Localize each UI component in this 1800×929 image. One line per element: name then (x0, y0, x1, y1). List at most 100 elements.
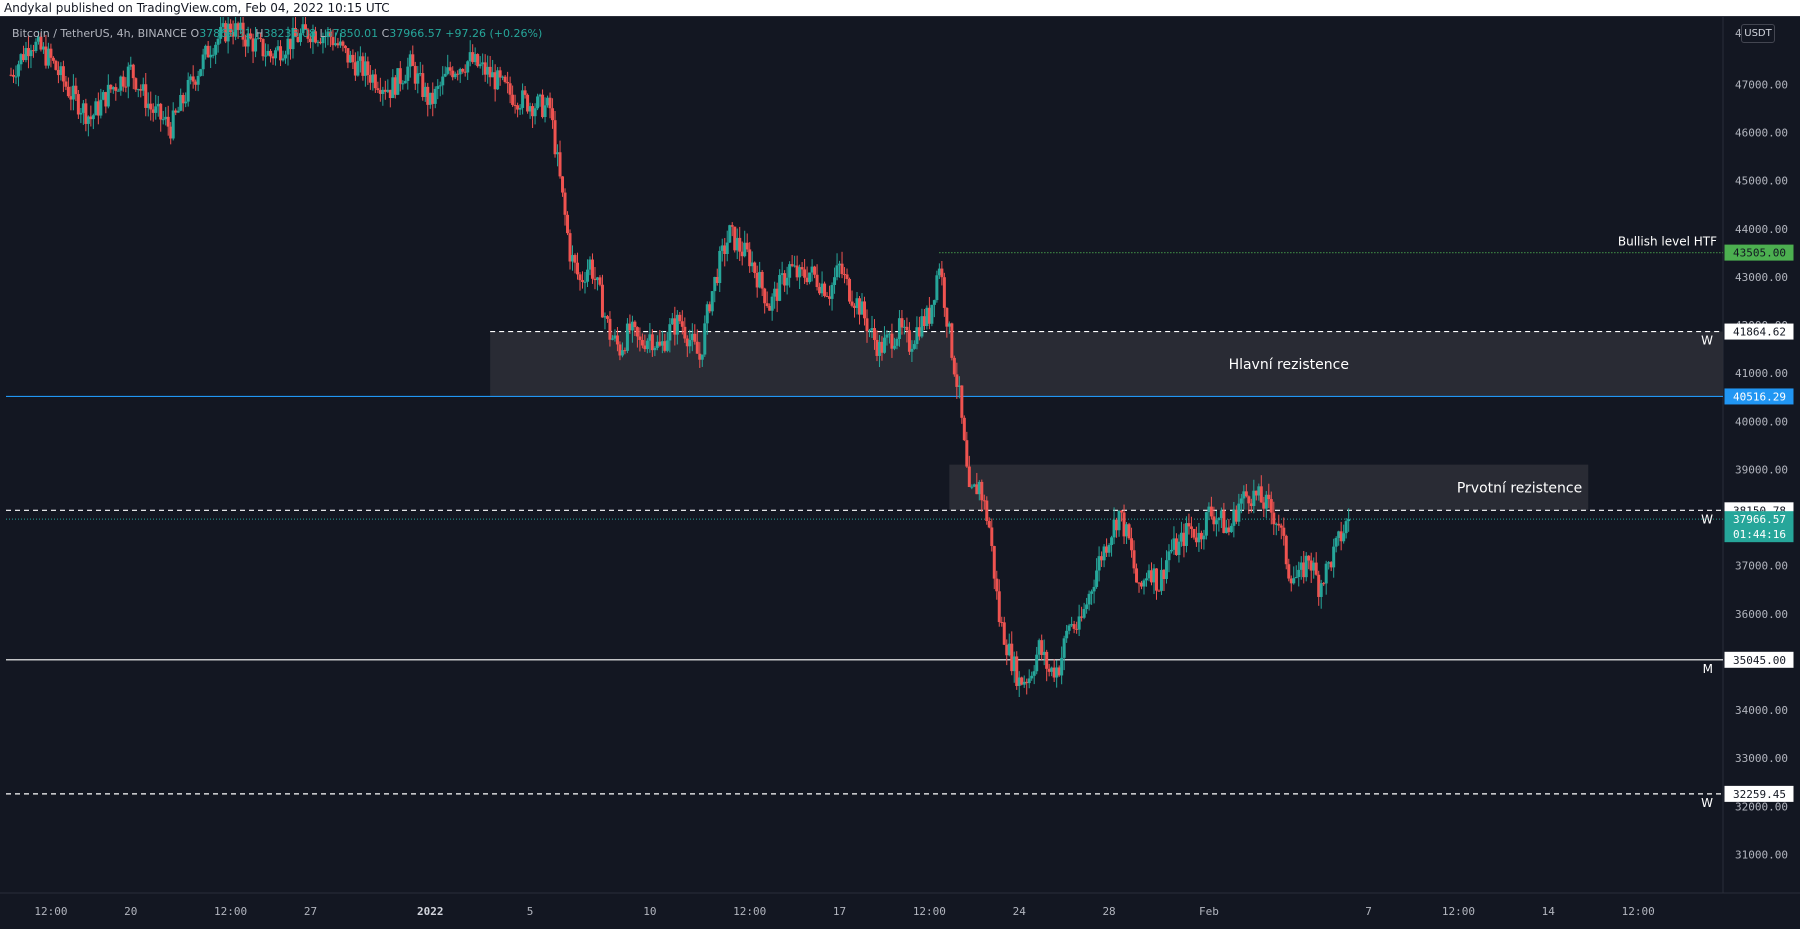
candle (186, 72, 190, 107)
price-chart[interactable]: Bullish level HTF Hlavní rezistence Prvotn… (0, 17, 1800, 929)
candle-body (1182, 532, 1186, 546)
candle-body (705, 304, 709, 324)
candle (663, 333, 667, 353)
candle-body (1234, 509, 1238, 522)
candle-body (715, 276, 719, 283)
candle-body (1035, 654, 1039, 672)
candle-body (1087, 593, 1091, 605)
candle-body (882, 337, 886, 353)
candle (997, 579, 1001, 627)
currency-button[interactable]: USDT (1741, 24, 1775, 43)
candle-body (114, 87, 118, 91)
candle (890, 323, 894, 358)
candle-body (1217, 518, 1221, 521)
candle (1107, 543, 1111, 557)
candle-body (326, 31, 330, 37)
candle-body (1157, 590, 1161, 592)
candle (630, 315, 634, 343)
candle-body (1187, 523, 1191, 527)
candle (406, 57, 410, 90)
candle (421, 64, 425, 101)
candle-body (528, 106, 532, 112)
candle (925, 305, 929, 330)
candle-body (224, 23, 228, 42)
candle (610, 335, 614, 341)
candle (870, 315, 874, 338)
candle-body (1269, 499, 1273, 513)
candle (887, 331, 891, 344)
candle (1214, 510, 1218, 537)
candle (1289, 575, 1293, 592)
candle (256, 32, 260, 40)
candle (1222, 502, 1226, 534)
candle-body (111, 87, 115, 90)
price-tag-current-label: 37966.57 (1733, 513, 1786, 526)
candle-body (728, 225, 732, 243)
candle (533, 103, 537, 125)
candle (466, 60, 470, 81)
candle (121, 70, 125, 92)
candle-body (221, 23, 225, 27)
candle (700, 354, 704, 367)
candle-body (613, 335, 617, 339)
candle (428, 92, 432, 109)
candle-body (915, 327, 919, 345)
candle-body (1254, 490, 1258, 496)
candle (1040, 634, 1044, 661)
candle (1037, 638, 1041, 660)
candle-body (920, 316, 924, 337)
candle-body (418, 73, 422, 75)
candle (298, 28, 302, 46)
candle-body (1027, 678, 1031, 684)
m-marker: M (1703, 662, 1713, 676)
candle-body (341, 41, 345, 46)
candle (733, 226, 737, 253)
candle-body (91, 115, 95, 120)
candle-body (116, 90, 120, 92)
candle (1229, 523, 1233, 534)
candle (980, 479, 984, 512)
candle-body (1005, 644, 1009, 656)
candle-body (64, 81, 68, 87)
candle-body (980, 481, 984, 501)
candle-body (508, 83, 512, 95)
candle (209, 45, 213, 69)
candle-body (468, 52, 472, 62)
candle (653, 346, 657, 357)
candle (735, 228, 739, 260)
candle (171, 102, 175, 141)
candle-body (246, 33, 250, 47)
candle (234, 17, 238, 41)
candle-body (927, 307, 931, 324)
candle-body (1152, 568, 1156, 583)
candle (1027, 669, 1031, 689)
candle-body (708, 304, 712, 312)
candle-body (1259, 486, 1263, 503)
zone-main-resistance (490, 331, 1724, 397)
candle-body (94, 101, 98, 116)
candle (576, 252, 580, 280)
candle-body (945, 307, 949, 327)
candle-body (970, 486, 974, 488)
candle (763, 287, 767, 314)
candle (982, 494, 986, 510)
candle-body (241, 22, 245, 40)
candle-body (204, 45, 208, 55)
candle-body (1174, 538, 1178, 556)
candle-body (1047, 668, 1051, 672)
candle-body (985, 500, 989, 522)
candle-body (1082, 609, 1086, 618)
candle (655, 335, 659, 351)
candle-body (1229, 525, 1233, 533)
candle (850, 290, 854, 308)
candle (411, 45, 415, 67)
candle-body (171, 110, 175, 139)
candle-body (526, 94, 530, 112)
time-tick-label: 5 (527, 905, 534, 918)
candle-body (1032, 671, 1036, 676)
candle-body (1232, 509, 1236, 526)
candle (461, 68, 465, 74)
candle-body (760, 271, 764, 289)
candle (907, 322, 911, 356)
legend-high-label: H (255, 27, 264, 40)
